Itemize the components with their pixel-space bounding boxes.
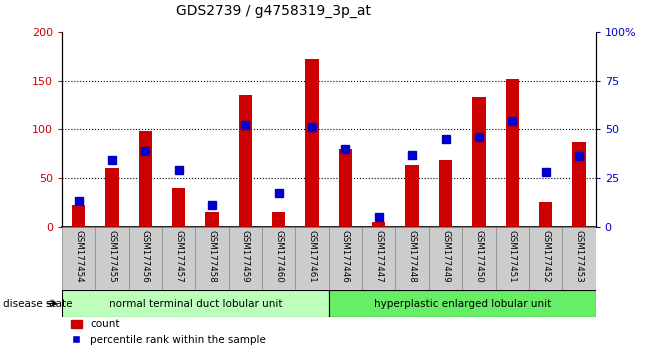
- Text: GSM177449: GSM177449: [441, 230, 450, 282]
- Bar: [62, 227, 95, 290]
- Text: GDS2739 / g4758319_3p_at: GDS2739 / g4758319_3p_at: [176, 4, 371, 18]
- Text: disease state: disease state: [3, 298, 73, 309]
- Text: GSM177448: GSM177448: [408, 230, 417, 282]
- Bar: [305, 59, 319, 227]
- Bar: [262, 227, 296, 290]
- Text: GSM177457: GSM177457: [174, 230, 183, 282]
- Text: GSM177453: GSM177453: [574, 230, 583, 282]
- Bar: [406, 165, 419, 227]
- Bar: [339, 149, 352, 227]
- Bar: [272, 212, 285, 227]
- Text: GSM177455: GSM177455: [107, 230, 117, 282]
- Bar: [396, 227, 429, 290]
- Text: GSM177447: GSM177447: [374, 230, 383, 282]
- Bar: [139, 131, 152, 227]
- Text: GSM177454: GSM177454: [74, 230, 83, 282]
- Bar: [562, 227, 596, 290]
- Text: GSM177456: GSM177456: [141, 230, 150, 282]
- Bar: [529, 227, 562, 290]
- Bar: [329, 227, 362, 290]
- Bar: [195, 227, 229, 290]
- Bar: [472, 97, 486, 227]
- Bar: [539, 202, 552, 227]
- Bar: [105, 168, 118, 227]
- Bar: [205, 212, 219, 227]
- Bar: [296, 227, 329, 290]
- Text: GSM177460: GSM177460: [274, 230, 283, 282]
- Text: GSM177450: GSM177450: [475, 230, 484, 282]
- Text: hyperplastic enlarged lobular unit: hyperplastic enlarged lobular unit: [374, 298, 551, 309]
- Bar: [462, 227, 495, 290]
- Bar: [439, 160, 452, 227]
- Bar: [506, 79, 519, 227]
- Bar: [229, 227, 262, 290]
- Bar: [128, 227, 162, 290]
- Text: GSM177451: GSM177451: [508, 230, 517, 282]
- Bar: [372, 222, 385, 227]
- Bar: [62, 290, 329, 317]
- Bar: [329, 290, 596, 317]
- Bar: [429, 227, 462, 290]
- Bar: [95, 227, 129, 290]
- Text: GSM177452: GSM177452: [541, 230, 550, 282]
- Bar: [239, 95, 252, 227]
- Text: normal terminal duct lobular unit: normal terminal duct lobular unit: [109, 298, 282, 309]
- Text: GSM177458: GSM177458: [208, 230, 217, 282]
- Bar: [572, 142, 586, 227]
- Text: GSM177446: GSM177446: [341, 230, 350, 282]
- Text: GSM177459: GSM177459: [241, 230, 250, 282]
- Bar: [172, 188, 186, 227]
- Bar: [362, 227, 396, 290]
- Bar: [162, 227, 195, 290]
- Text: GSM177461: GSM177461: [307, 230, 316, 282]
- Legend: count, percentile rank within the sample: count, percentile rank within the sample: [67, 315, 270, 349]
- Bar: [72, 205, 85, 227]
- Bar: [495, 227, 529, 290]
